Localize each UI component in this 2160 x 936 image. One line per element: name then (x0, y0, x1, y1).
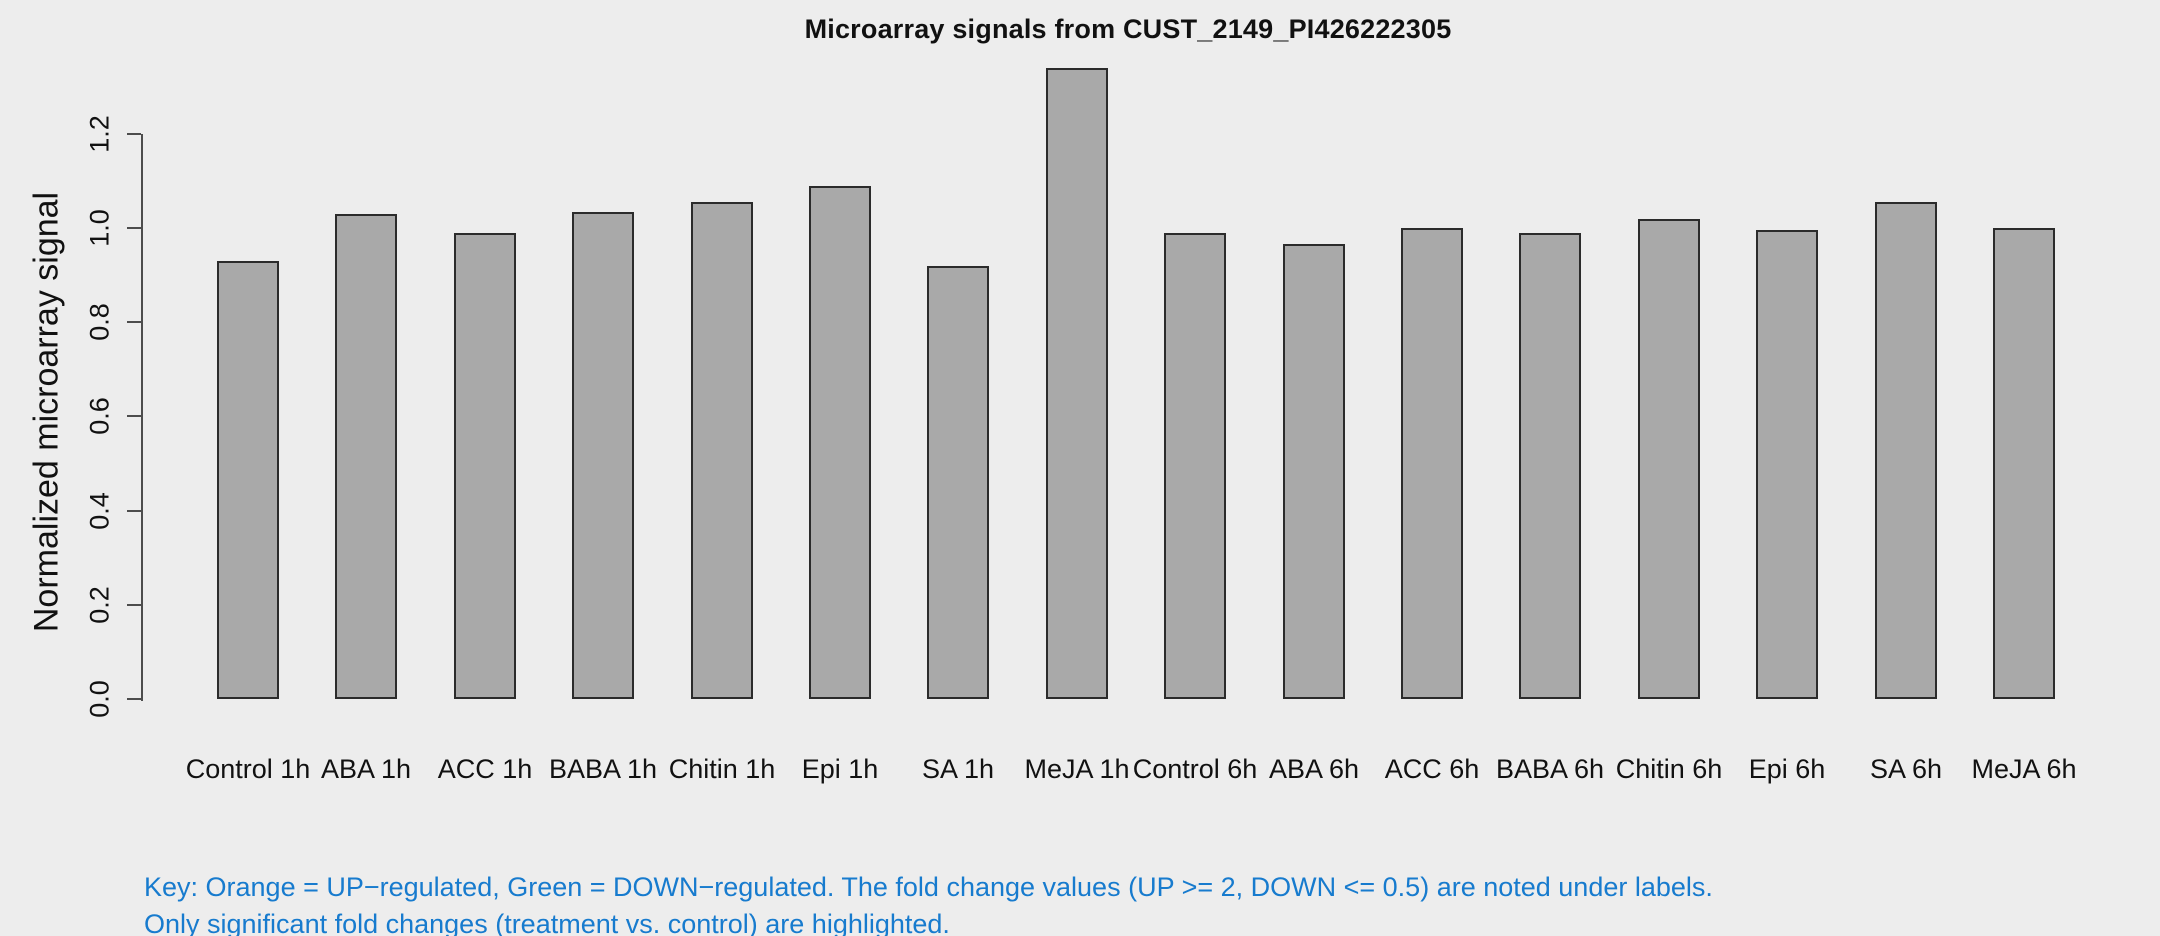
x-category-label: BABA 1h (548, 754, 658, 784)
x-category-label: ABA 1h (320, 754, 412, 784)
bar-baba-6h (1519, 233, 1581, 699)
bar-sa-6h (1875, 202, 1937, 699)
x-category-label: Control 6h (1132, 754, 1258, 784)
x-category-label: Epi 1h (801, 754, 879, 784)
x-category-label: MeJA 1h (1024, 754, 1130, 784)
bar-sa-1h (927, 266, 989, 699)
bar-aba-6h (1283, 244, 1345, 699)
x-category-label: Control 1h (185, 754, 311, 784)
y-tick-label: 1.2 (84, 115, 115, 153)
x-category-label: ACC 6h (1384, 754, 1480, 784)
bar-acc-6h (1401, 228, 1463, 699)
x-category-label: Chitin 6h (1615, 754, 1723, 784)
key-note-line2: Only significant fold changes (treatment… (144, 909, 950, 936)
bar-meja-1h (1046, 68, 1108, 699)
x-category-label: ACC 1h (437, 754, 533, 784)
bar-aba-1h (335, 214, 397, 699)
y-tick-label: 0.4 (84, 491, 115, 530)
y-tick-mark (127, 415, 141, 418)
x-category-label: SA 1h (921, 754, 995, 784)
x-category-label: Epi 6h (1748, 754, 1826, 784)
y-tick-mark (127, 698, 141, 700)
x-category-label: MeJA 6h (1971, 754, 2077, 784)
bar-chitin-1h (691, 202, 753, 699)
bar-control-1h (217, 261, 279, 699)
bar-baba-1h (572, 212, 634, 699)
x-category-label: Chitin 1h (668, 754, 776, 784)
bar-epi-1h (809, 186, 871, 699)
bar-epi-6h (1756, 230, 1818, 699)
key-note: Key: Orange = UP−regulated, Green = DOWN… (144, 869, 1713, 936)
y-tick-label: 0.0 (84, 680, 115, 718)
y-axis-label: Normalized microarray signal (27, 191, 66, 633)
y-tick-mark (127, 509, 141, 512)
bar-meja-6h (1993, 228, 2055, 699)
x-category-label: SA 6h (1869, 754, 1943, 784)
y-tick-mark (127, 321, 141, 324)
y-tick-label: 1.0 (84, 209, 115, 247)
y-tick-mark (127, 227, 141, 229)
bar-acc-1h (454, 233, 516, 699)
x-category-label: ABA 6h (1268, 754, 1360, 784)
chart-title: Microarray signals from CUST_2149_PI4262… (804, 14, 1452, 44)
bar-chitin-6h (1638, 219, 1700, 699)
x-category-label: BABA 6h (1495, 754, 1605, 784)
key-note-line1: Key: Orange = UP−regulated, Green = DOWN… (144, 872, 1713, 902)
bar-control-6h (1164, 233, 1226, 699)
y-axis-line (141, 133, 143, 701)
y-tick-label: 0.2 (84, 586, 115, 624)
y-tick-mark (127, 132, 141, 135)
y-tick-mark (127, 603, 141, 606)
y-tick-label: 0.6 (84, 397, 115, 436)
y-tick-label: 0.8 (84, 303, 115, 341)
